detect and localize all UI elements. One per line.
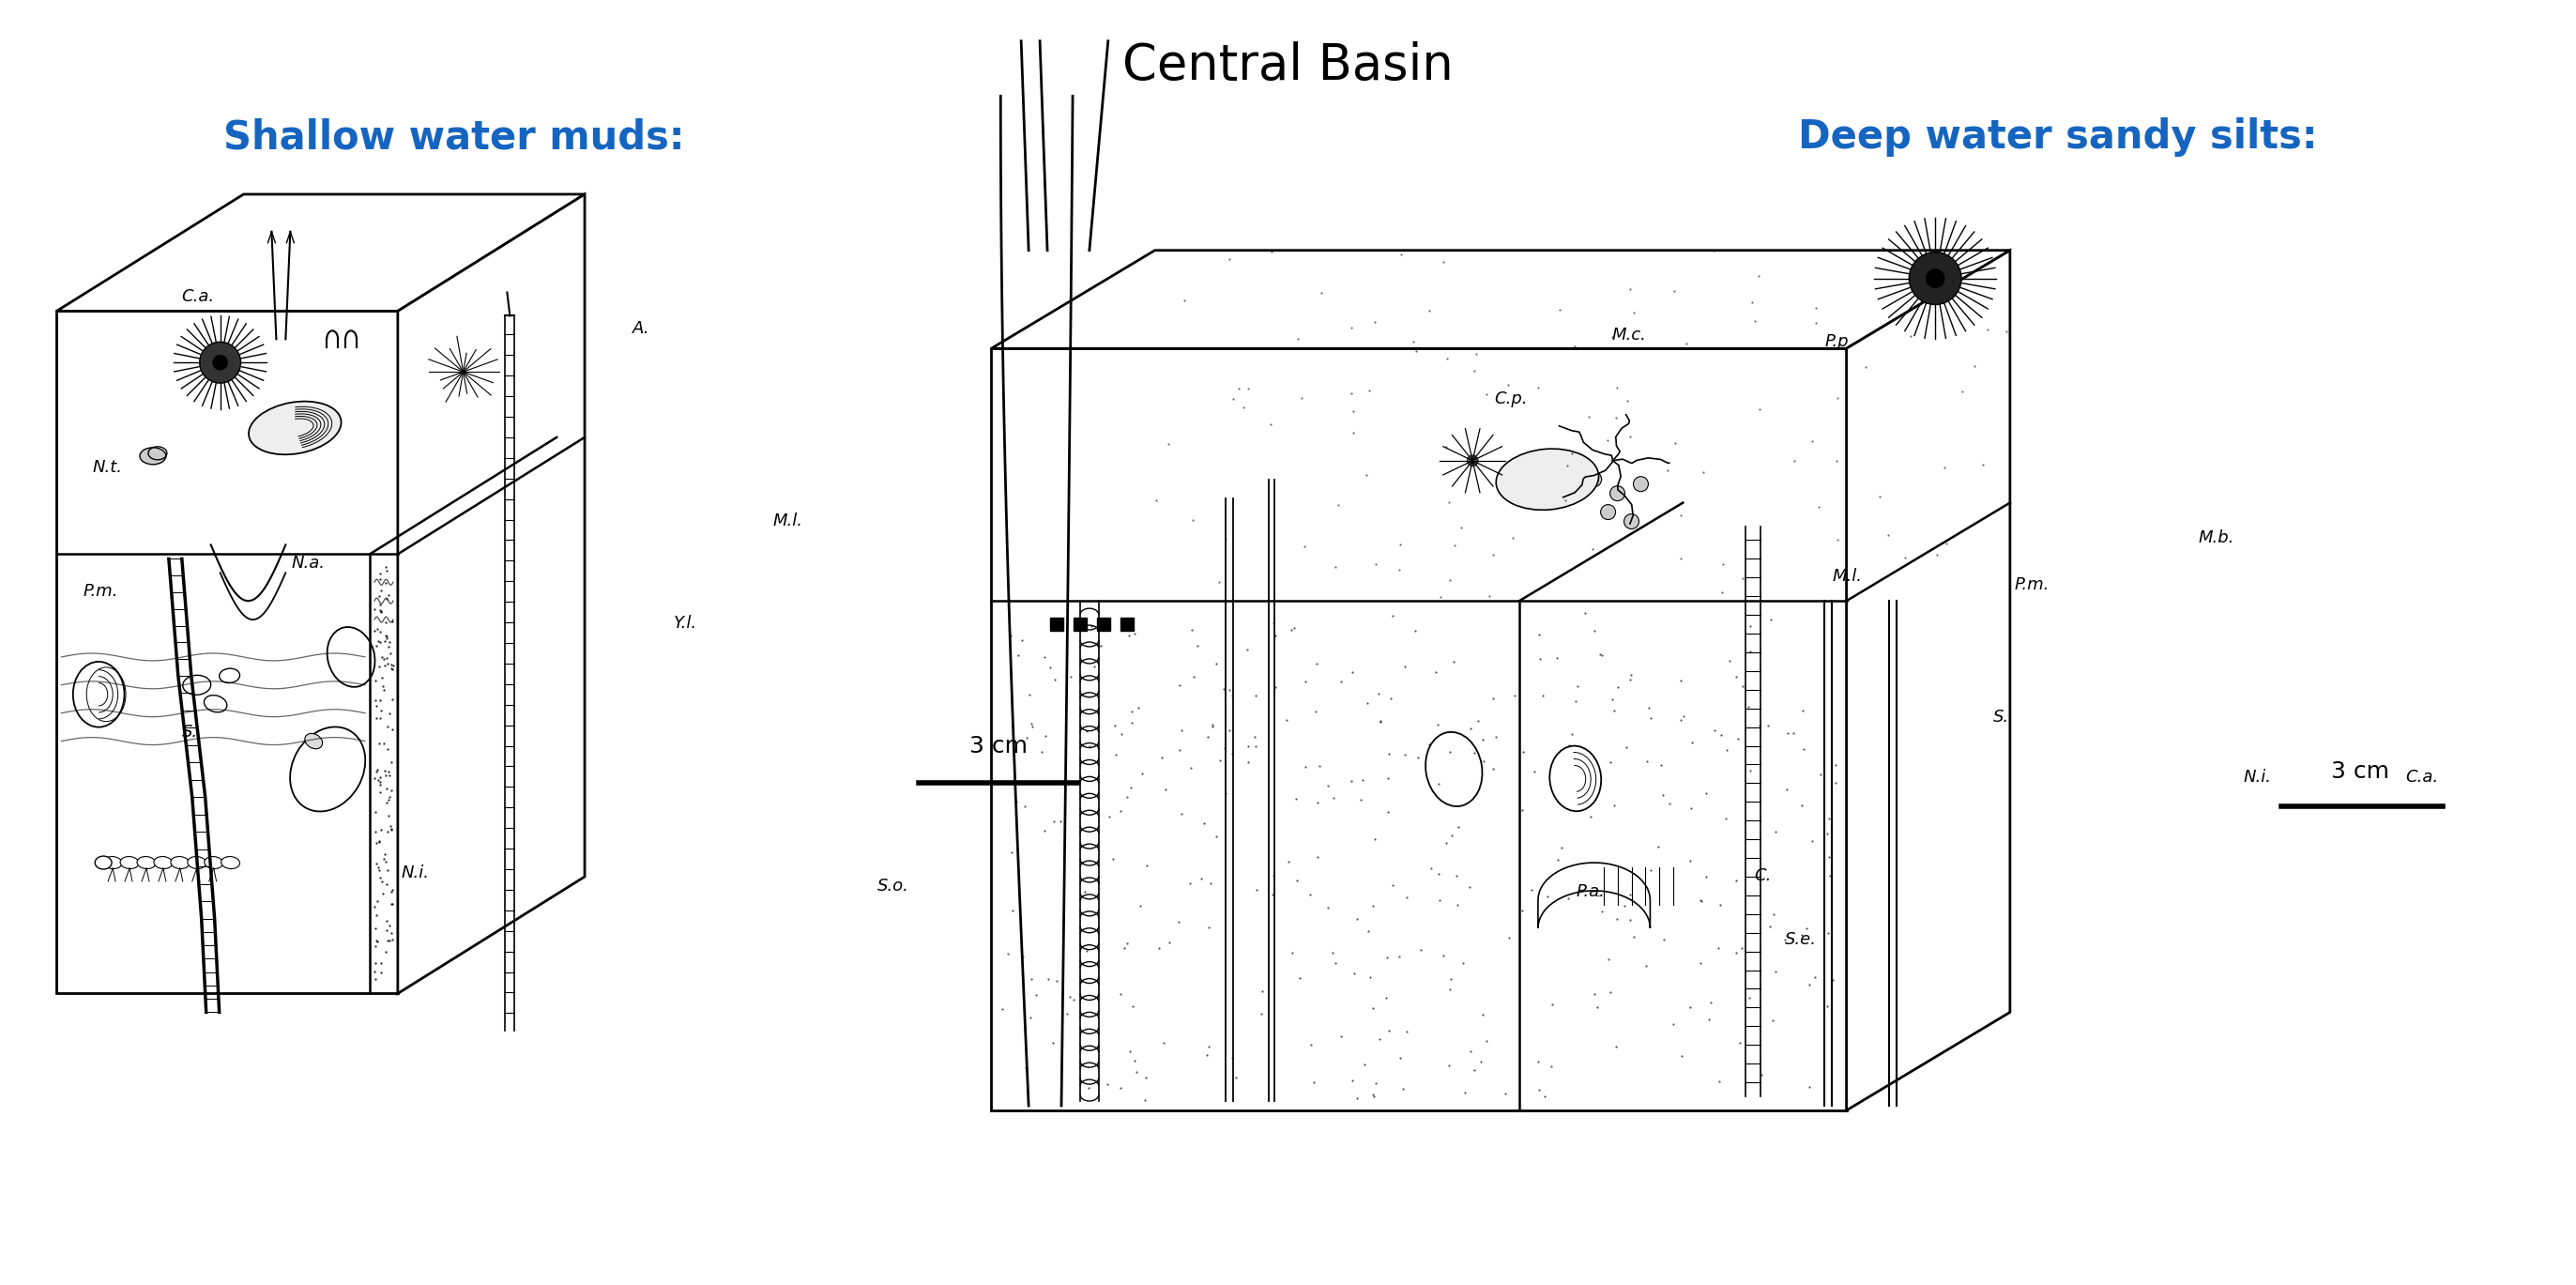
Text: M.l.: M.l. [773,513,804,529]
Circle shape [214,355,227,370]
Circle shape [1610,486,1625,501]
Text: C.a.: C.a. [2406,768,2439,785]
Ellipse shape [183,675,211,695]
Polygon shape [57,194,585,311]
Ellipse shape [103,857,121,869]
Text: N.i.: N.i. [2244,768,2272,785]
Polygon shape [1538,862,1651,928]
Text: Shallow water muds:: Shallow water muds: [224,118,685,157]
Text: Deep water sandy silts:: Deep water sandy silts: [1798,118,2318,157]
Ellipse shape [155,857,173,869]
Text: 3 cm: 3 cm [969,735,1028,758]
Ellipse shape [219,668,240,682]
Bar [1074,618,1087,631]
Text: P.m.: P.m. [82,583,118,600]
Text: M.l.: M.l. [1832,568,1862,585]
Ellipse shape [222,857,240,869]
Ellipse shape [188,857,206,869]
Ellipse shape [1551,745,1602,811]
Text: N.i.: N.i. [402,865,430,882]
Ellipse shape [1425,732,1481,806]
Circle shape [1633,477,1649,492]
Text: C.a.: C.a. [180,289,214,306]
Polygon shape [992,251,2009,348]
Text: N.t.: N.t. [93,459,124,475]
Text: S.o.: S.o. [876,878,909,894]
Ellipse shape [139,447,165,464]
Ellipse shape [1497,448,1600,510]
Circle shape [1623,514,1638,529]
Ellipse shape [291,727,366,811]
Polygon shape [57,311,397,993]
Polygon shape [992,348,1847,1110]
Ellipse shape [250,401,340,455]
Text: C.: C. [1754,867,1772,884]
Bar [1097,618,1110,631]
Ellipse shape [95,856,111,869]
Circle shape [1466,455,1479,466]
Bar [1121,618,1133,631]
Ellipse shape [170,857,188,869]
Ellipse shape [327,627,376,687]
Ellipse shape [137,857,155,869]
Circle shape [1587,472,1602,487]
Text: S.: S. [1994,708,2009,725]
Text: S.e.: S.e. [1785,930,1816,948]
Text: M.b.: M.b. [2200,529,2236,546]
Text: P.m.: P.m. [2014,577,2050,594]
Polygon shape [1847,251,2009,1110]
Circle shape [198,342,240,383]
Ellipse shape [304,734,322,749]
Ellipse shape [121,857,139,869]
Text: S.: S. [183,723,198,740]
Text: Y.l.: Y.l. [672,614,698,632]
Text: P.a.: P.a. [1577,884,1605,901]
Ellipse shape [204,857,224,869]
Text: C.p.: C.p. [1494,391,1528,407]
Text: N.a.: N.a. [291,555,325,572]
Ellipse shape [204,695,227,712]
Text: P.p.: P.p. [1824,333,1855,351]
Circle shape [1600,505,1615,519]
Text: 3 cm: 3 cm [2331,761,2391,784]
Text: Central Basin: Central Basin [1123,41,1453,90]
Text: M.c.: M.c. [1613,326,1646,344]
Circle shape [1927,269,1945,288]
Ellipse shape [72,662,124,727]
Text: A.: A. [634,320,649,338]
Polygon shape [397,194,585,993]
Circle shape [1909,252,1960,305]
Bar [1051,618,1064,631]
